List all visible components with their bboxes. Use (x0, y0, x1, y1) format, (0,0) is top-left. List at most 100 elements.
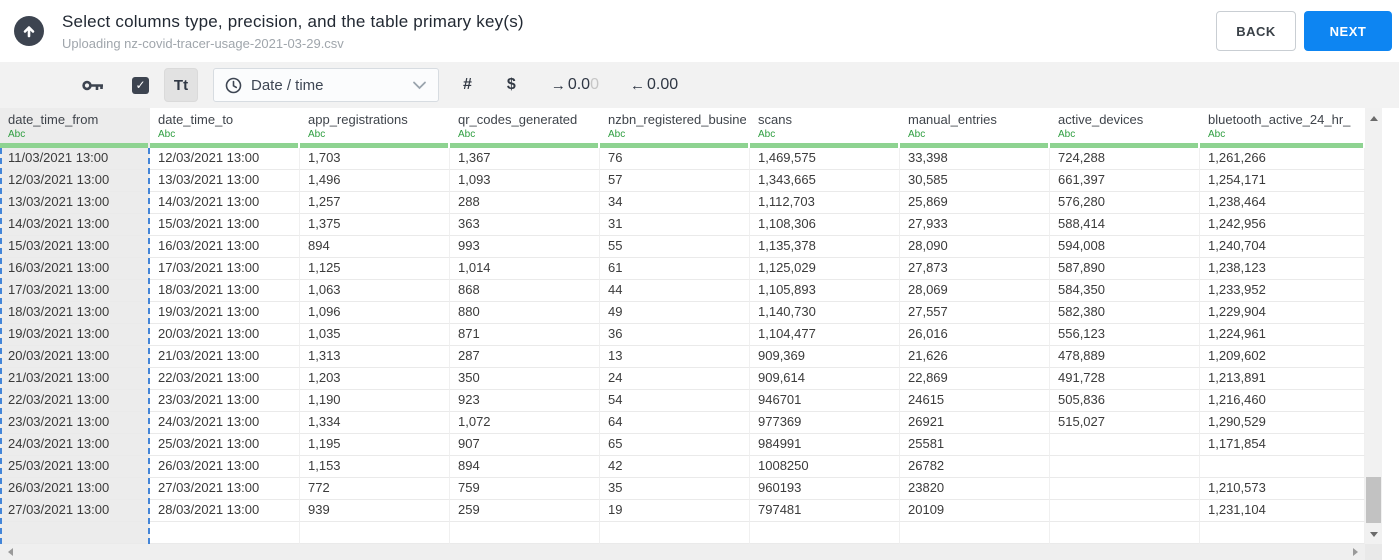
table-cell[interactable]: 350 (450, 368, 600, 390)
table-cell[interactable]: 13/03/2021 13:00 (150, 170, 300, 192)
column-header-active_devices[interactable]: active_devices Abc (1050, 108, 1200, 148)
table-cell[interactable]: 34 (600, 192, 750, 214)
table-cell-empty[interactable] (750, 522, 900, 544)
table-cell[interactable]: 13 (600, 346, 750, 368)
table-cell[interactable]: 26921 (900, 412, 1050, 434)
table-cell[interactable]: 1,216,460 (1200, 390, 1365, 412)
table-cell[interactable]: 26/03/2021 13:00 (150, 456, 300, 478)
table-cell[interactable]: 12/03/2021 13:00 (150, 148, 300, 170)
table-cell[interactable]: 12/03/2021 13:00 (0, 170, 150, 192)
horizontal-scrollbar[interactable] (0, 544, 1365, 560)
table-cell[interactable]: 1,171,854 (1200, 434, 1365, 456)
table-cell[interactable]: 17/03/2021 13:00 (0, 280, 150, 302)
table-cell[interactable]: 1,254,171 (1200, 170, 1365, 192)
table-cell[interactable]: 1,238,464 (1200, 192, 1365, 214)
column-header-date_time_from[interactable]: date_time_from Abc (0, 108, 150, 148)
table-cell[interactable]: 894 (300, 236, 450, 258)
table-cell[interactable]: 27/03/2021 13:00 (150, 478, 300, 500)
column-type-dropdown[interactable]: Date / time (213, 68, 439, 102)
table-cell[interactable]: 939 (300, 500, 450, 522)
table-cell[interactable]: 27/03/2021 13:00 (0, 500, 150, 522)
table-cell[interactable]: 25/03/2021 13:00 (150, 434, 300, 456)
table-cell[interactable]: 1,210,573 (1200, 478, 1365, 500)
next-button[interactable]: NEXT (1304, 11, 1392, 51)
table-cell[interactable]: 1,063 (300, 280, 450, 302)
column-header-qr_codes_generated[interactable]: qr_codes_generated Abc (450, 108, 600, 148)
table-cell[interactable]: 16/03/2021 13:00 (150, 236, 300, 258)
table-cell[interactable]: 1008250 (750, 456, 900, 478)
table-cell[interactable]: 76 (600, 148, 750, 170)
table-cell[interactable]: 20109 (900, 500, 1050, 522)
table-cell[interactable]: 491,728 (1050, 368, 1200, 390)
table-cell[interactable]: 587,890 (1050, 258, 1200, 280)
table-cell[interactable]: 61 (600, 258, 750, 280)
table-cell[interactable]: 21/03/2021 13:00 (0, 368, 150, 390)
table-cell[interactable]: 868 (450, 280, 600, 302)
table-cell[interactable]: 1,140,730 (750, 302, 900, 324)
table-cell[interactable] (1050, 500, 1200, 522)
table-cell[interactable]: 1,367 (450, 148, 600, 170)
table-cell[interactable]: 54 (600, 390, 750, 412)
table-cell[interactable]: 23820 (900, 478, 1050, 500)
vertical-scrollbar[interactable] (1365, 108, 1382, 544)
scroll-up-arrow[interactable] (1365, 110, 1382, 126)
table-cell[interactable]: 288 (450, 192, 600, 214)
table-cell-empty[interactable] (1050, 522, 1200, 544)
table-cell[interactable]: 22/03/2021 13:00 (150, 368, 300, 390)
table-cell[interactable]: 984991 (750, 434, 900, 456)
table-cell[interactable]: 1,224,961 (1200, 324, 1365, 346)
table-cell[interactable]: 661,397 (1050, 170, 1200, 192)
table-cell[interactable]: 772 (300, 478, 450, 500)
table-cell[interactable]: 15/03/2021 13:00 (150, 214, 300, 236)
table-cell[interactable]: 42 (600, 456, 750, 478)
table-cell[interactable]: 582,380 (1050, 302, 1200, 324)
table-cell[interactable]: 909,614 (750, 368, 900, 390)
table-cell[interactable]: 1,213,891 (1200, 368, 1365, 390)
table-cell[interactable]: 18/03/2021 13:00 (150, 280, 300, 302)
table-cell[interactable]: 880 (450, 302, 600, 324)
table-cell[interactable] (1050, 456, 1200, 478)
table-cell[interactable]: 25581 (900, 434, 1050, 456)
table-cell[interactable]: 16/03/2021 13:00 (0, 258, 150, 280)
table-cell-empty[interactable] (1200, 522, 1365, 544)
table-cell[interactable]: 19/03/2021 13:00 (0, 324, 150, 346)
table-cell[interactable]: 64 (600, 412, 750, 434)
table-cell[interactable]: 1,105,893 (750, 280, 900, 302)
table-cell[interactable]: 25,869 (900, 192, 1050, 214)
table-cell[interactable]: 11/03/2021 13:00 (0, 148, 150, 170)
table-cell[interactable]: 19 (600, 500, 750, 522)
table-cell[interactable]: 1,125,029 (750, 258, 900, 280)
table-cell[interactable]: 909,369 (750, 346, 900, 368)
table-cell[interactable]: 33,398 (900, 148, 1050, 170)
table-cell[interactable]: 1,035 (300, 324, 450, 346)
table-cell[interactable]: 21/03/2021 13:00 (150, 346, 300, 368)
table-cell[interactable]: 1,703 (300, 148, 450, 170)
table-cell[interactable]: 65 (600, 434, 750, 456)
table-cell[interactable]: 977369 (750, 412, 900, 434)
table-cell[interactable]: 1,072 (450, 412, 600, 434)
table-cell[interactable]: 23/03/2021 13:00 (0, 412, 150, 434)
currency-type-button[interactable]: $ (506, 76, 516, 93)
table-cell[interactable]: 1,104,477 (750, 324, 900, 346)
table-cell[interactable]: 588,414 (1050, 214, 1200, 236)
table-cell-empty[interactable] (600, 522, 750, 544)
table-cell[interactable]: 797481 (750, 500, 900, 522)
number-type-button[interactable]: # (463, 76, 472, 93)
table-cell[interactable]: 19/03/2021 13:00 (150, 302, 300, 324)
table-cell[interactable]: 478,889 (1050, 346, 1200, 368)
table-cell[interactable]: 22,869 (900, 368, 1050, 390)
table-cell[interactable]: 20/03/2021 13:00 (150, 324, 300, 346)
table-cell[interactable] (1200, 456, 1365, 478)
decimal-decrease-button[interactable]: ← 0.00 (630, 76, 678, 94)
table-cell[interactable]: 14/03/2021 13:00 (150, 192, 300, 214)
table-cell[interactable]: 25/03/2021 13:00 (0, 456, 150, 478)
column-header-date_time_to[interactable]: date_time_to Abc (150, 108, 300, 148)
table-cell[interactable]: 1,375 (300, 214, 450, 236)
table-cell-empty[interactable] (450, 522, 600, 544)
table-cell[interactable]: 1,093 (450, 170, 600, 192)
table-cell[interactable]: 363 (450, 214, 600, 236)
table-cell-empty[interactable] (300, 522, 450, 544)
column-header-bluetooth_active_24_hr_[interactable]: bluetooth_active_24_hr_ Abc (1200, 108, 1365, 148)
table-cell[interactable]: 1,238,123 (1200, 258, 1365, 280)
table-cell[interactable]: 584,350 (1050, 280, 1200, 302)
